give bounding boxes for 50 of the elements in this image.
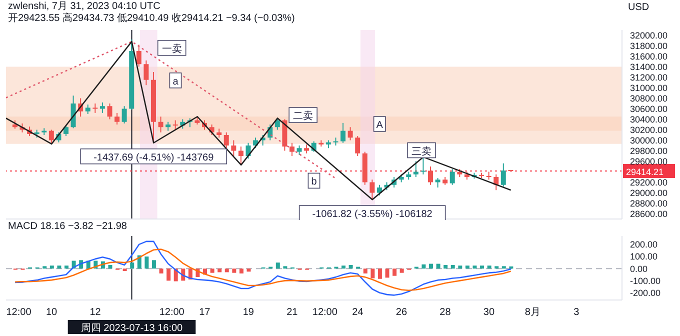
annotation: A: [376, 120, 384, 131]
text: 开29423.55 高29434.73 低29410.49 收29414.21 −9.34 (−0.03%): [8, 13, 295, 25]
chart-subtitle: zwlenshi, 7月 31, 2023 04:10 UTC: [8, 1, 162, 12]
x-tick-label: 24: [352, 307, 364, 318]
x-tick-label: 21: [286, 307, 298, 318]
annotation: b: [311, 176, 318, 188]
ref-line-label: 周四 2023-07-13 16:00: [80, 323, 184, 334]
ref-line-label: 29414.21: [626, 167, 664, 178]
y-tick-label: 30400.00: [630, 114, 668, 124]
annotation: 三卖: [412, 145, 432, 158]
x-tick-label: 12:00: [312, 307, 338, 318]
chart-title: MACD 18.16 −3.82 −21.98: [8, 221, 127, 233]
y-tick-label: 30800.00: [630, 93, 668, 104]
x-tick-label: 12: [90, 307, 102, 318]
x-tick-label: 12:00: [6, 307, 32, 318]
annotation: 二卖: [293, 110, 314, 122]
y-tick-label: -200.00: [630, 288, 661, 298]
y-tick-label: 200.00: [630, 240, 658, 250]
y-tick-label: 32000.00: [630, 30, 668, 40]
y-tick-label: 29000.00: [630, 188, 668, 198]
annotation: 一卖: [162, 42, 182, 55]
y-tick-label: 0.00: [630, 264, 648, 274]
y-tick-label: 31600.00: [630, 51, 668, 62]
y-tick-label: 29200.00: [630, 177, 668, 188]
annotation: a: [172, 76, 179, 88]
x-tick-label: 28: [440, 307, 452, 318]
x-tick-label: 30: [483, 307, 495, 318]
y-tick-label: 28600.00: [630, 208, 668, 219]
y-tick-label: -100.00: [630, 276, 661, 286]
x-tick-label: 26: [396, 307, 408, 318]
y-tick-label: 30000.00: [630, 135, 668, 146]
y-tick-label: 31400.00: [630, 62, 668, 72]
x-tick-label: 12:00: [159, 307, 185, 318]
y-axis-title: USD: [628, 2, 650, 13]
y-tick-label: 31800.00: [630, 40, 668, 51]
x-tick-label: 3: [574, 307, 580, 318]
y-tick-label: 28800.00: [630, 198, 668, 208]
x-tick-label: 19: [242, 307, 254, 318]
annotation: -1437.69 (-4.51%) -143769: [94, 152, 214, 164]
y-tick-label: 31000.00: [630, 82, 668, 93]
y-tick-label: 31200.00: [630, 72, 668, 82]
y-tick-label: 29800.00: [630, 146, 668, 156]
x-tick-label: 17: [199, 307, 211, 318]
y-tick-label: 29600.00: [630, 156, 668, 166]
annotation: -1061.82 (-3.55%) -106182: [312, 209, 433, 220]
y-tick-label: 30600.00: [630, 104, 668, 114]
y-tick-label: 100.00: [630, 252, 658, 262]
x-tick-label: 10: [46, 307, 58, 318]
x-tick-label: 8月: [524, 307, 540, 318]
y-tick-label: 30200.00: [630, 124, 668, 135]
